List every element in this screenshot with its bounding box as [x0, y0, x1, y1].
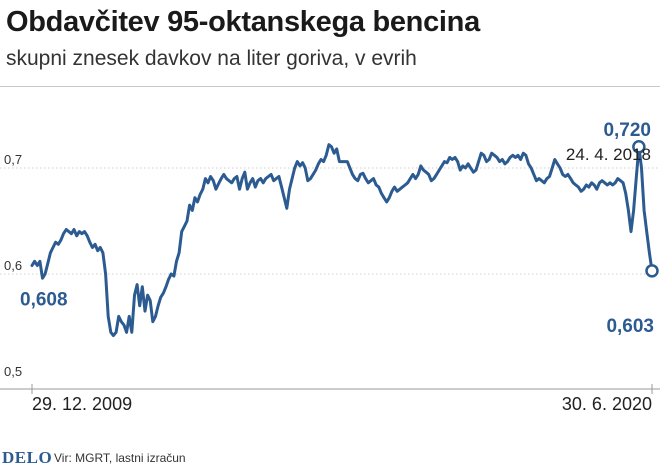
y-tick-label: 0,7: [4, 152, 22, 167]
annotations: 0,608 0,720 24. 4. 2018 0,603: [20, 120, 659, 337]
delo-logo: DELO: [2, 448, 53, 467]
x-tick-label-start: 29. 12. 2009: [32, 394, 132, 414]
value-label-end: 0,603: [606, 316, 654, 337]
line-chart: 0,50,60,7 29. 12. 2009 30. 6. 2020 0,6080…: [0, 120, 660, 414]
y-axis-ticks: 0,5 0,6 0,7: [4, 152, 22, 379]
source-note: Vir: MGRT, lastni izračun: [54, 451, 186, 465]
series-line-layer: [30, 143, 654, 337]
x-axis: 29. 12. 2009 30. 6. 2020: [0, 384, 660, 414]
chart-title: Obdavčitev 95-oktanskega bencina: [6, 6, 480, 38]
chart-subtitle: skupni znesek davkov na liter goriva, v …: [6, 47, 417, 70]
peak-marker: [632, 140, 646, 154]
value-label-peak: 0,720: [603, 120, 651, 141]
date-label-peak: 24. 4. 2018: [566, 145, 651, 164]
y-tick-label: 0,6: [4, 258, 22, 273]
x-tick-label-end: 30. 6. 2020: [562, 394, 652, 414]
y-tick-label: 0,5: [4, 364, 22, 379]
value-label-start: 0,608: [20, 290, 68, 311]
gridlines: [0, 167, 660, 275]
footer: DELO Vir: MGRT, lastni izračun: [0, 446, 660, 468]
end-marker: [645, 264, 659, 278]
header-divider: [0, 86, 660, 87]
series-line: [30, 143, 654, 337]
